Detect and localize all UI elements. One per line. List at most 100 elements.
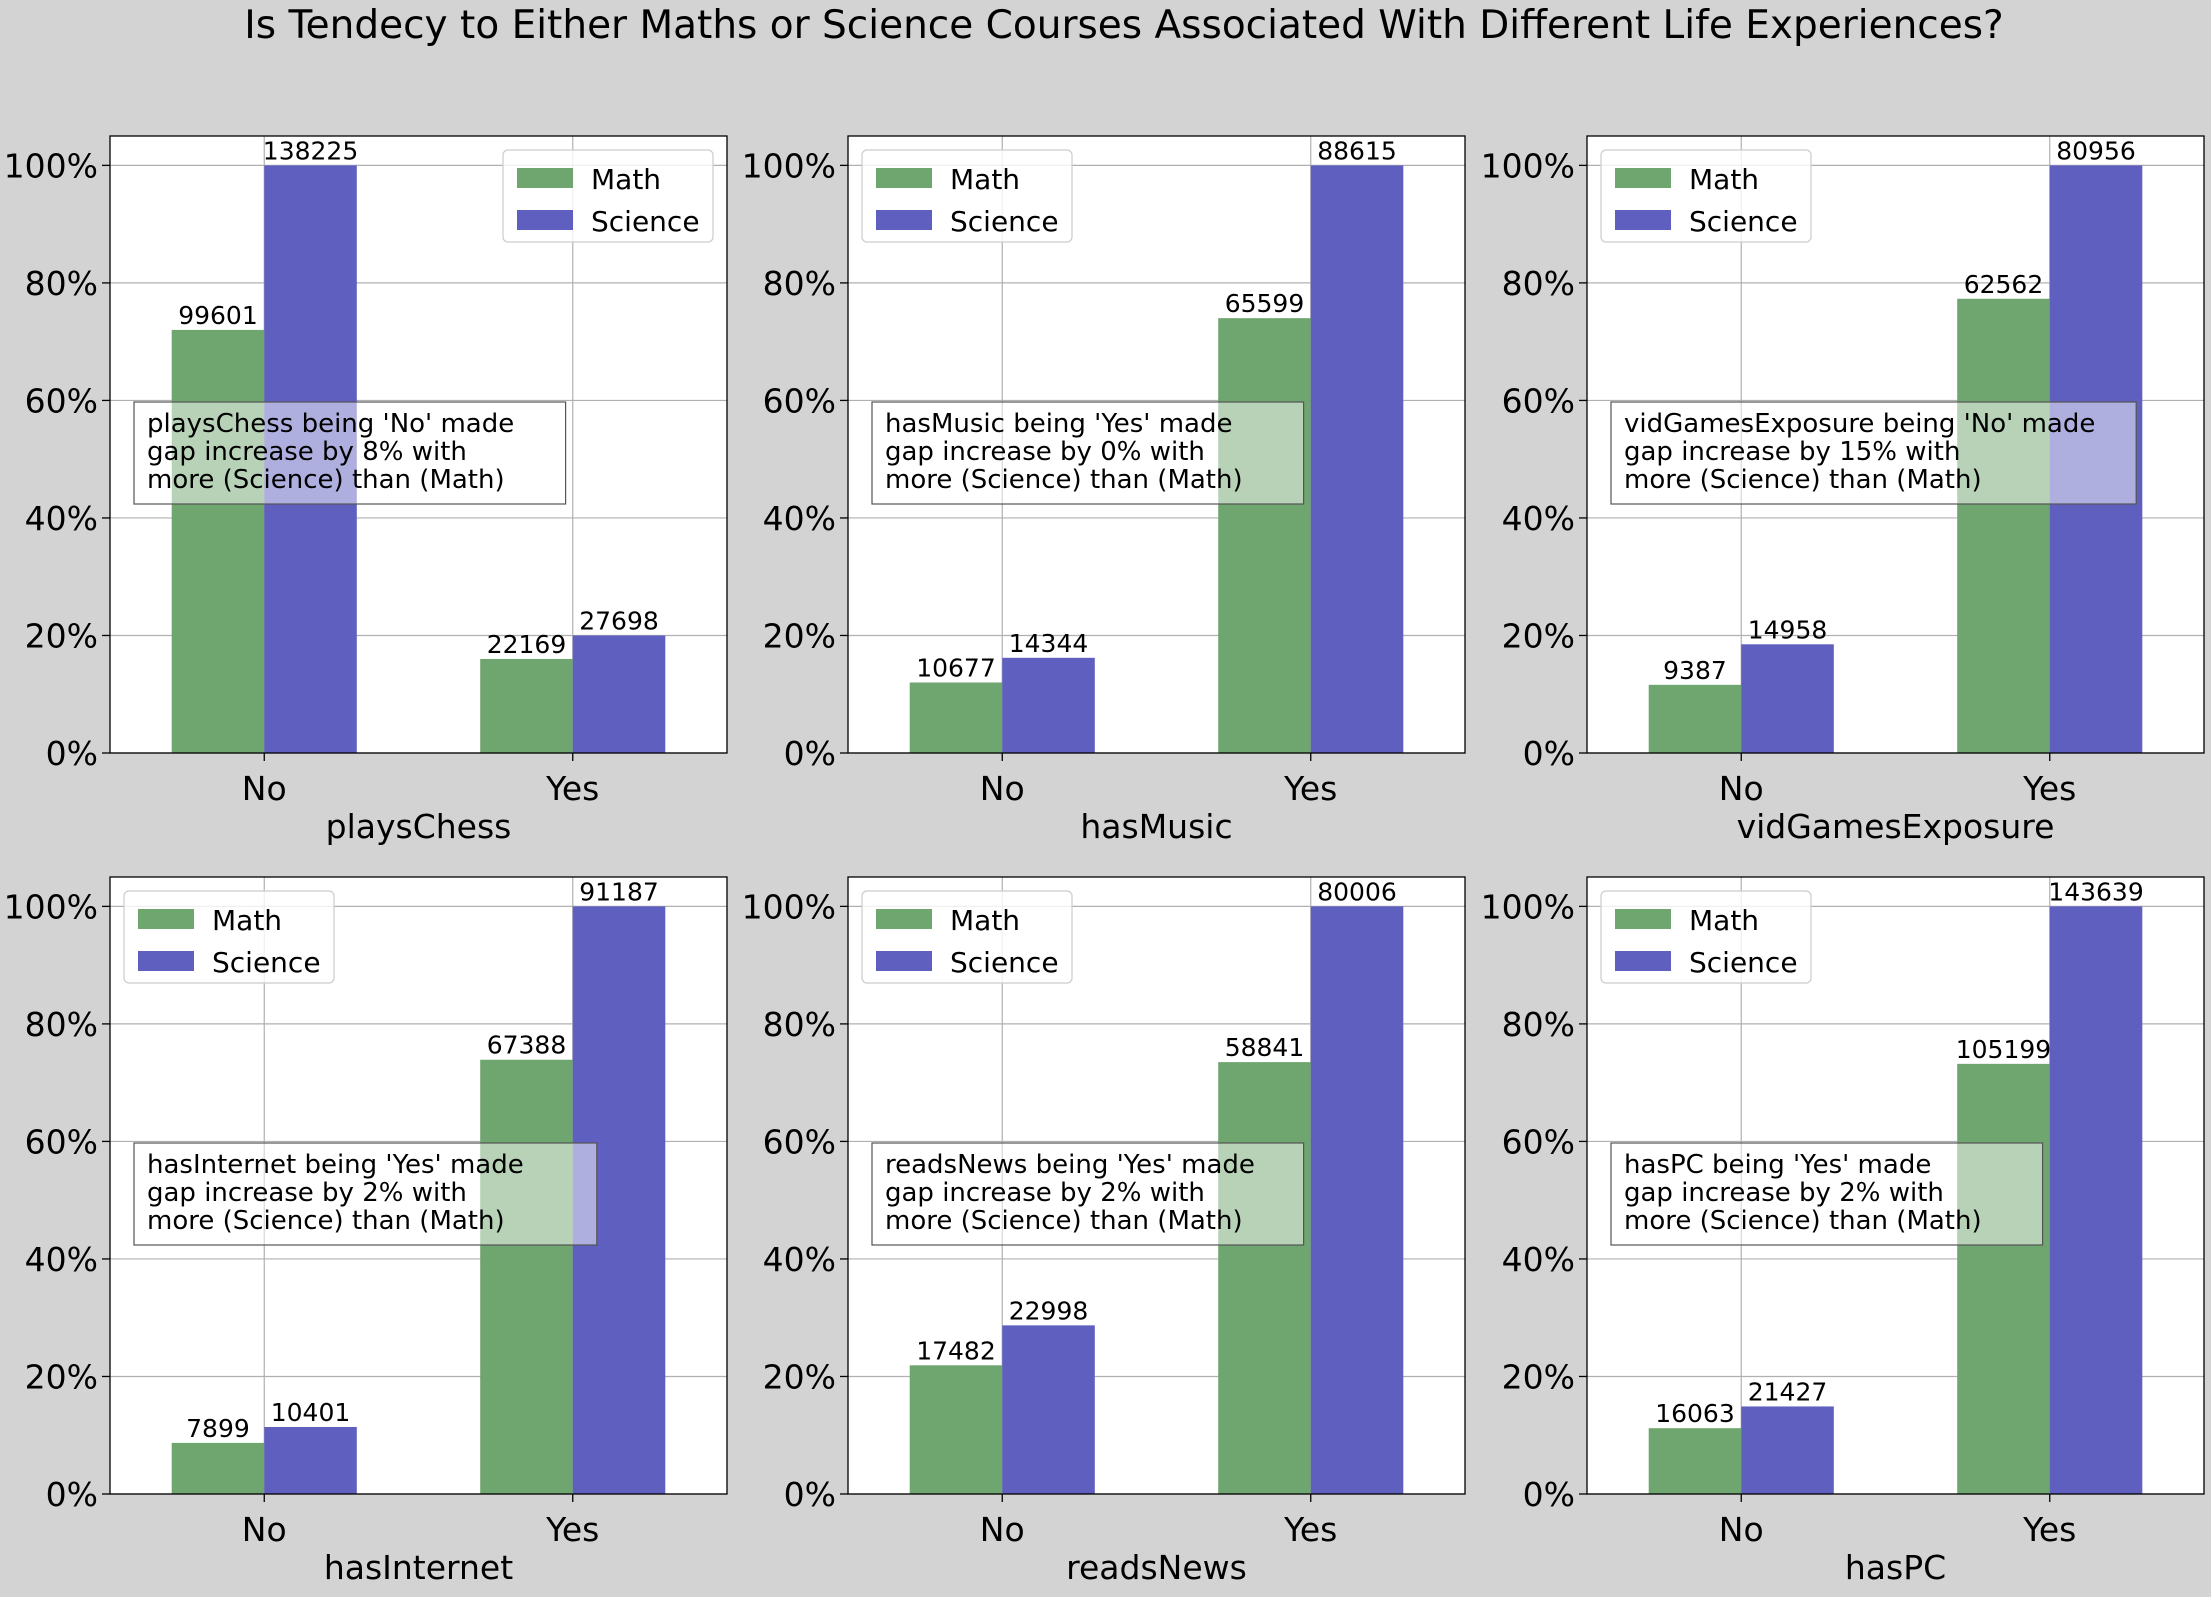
annotation-text: gap increase by 15% with — [1624, 437, 1960, 467]
data-label: 10401 — [271, 1398, 351, 1427]
x-tick-label: No — [980, 1510, 1025, 1549]
figure-title: Is Tendecy to Either Maths or Science Co… — [244, 3, 2004, 48]
axes-frame — [847, 135, 1466, 754]
y-tick-label: 100% — [742, 146, 836, 185]
bar-math-no — [1648, 1428, 1742, 1494]
legend-swatch-math — [1615, 909, 1671, 929]
legend-swatch-math — [138, 909, 194, 929]
legend-label: Math — [950, 163, 1020, 196]
x-axis-label: readsNews — [1066, 1548, 1247, 1587]
annotation-text: more (Science) than (Math) — [1624, 1206, 1982, 1236]
legend-label: Math — [212, 904, 282, 937]
bar-math-no — [909, 1365, 1003, 1494]
annotation-text: hasInternet being 'Yes' made — [147, 1150, 524, 1180]
bar-science-yes — [2049, 906, 2143, 1494]
legend-label: Science — [212, 946, 321, 979]
legend-swatch-math — [517, 168, 573, 188]
legend-swatch-science — [876, 951, 932, 971]
data-label: 65599 — [1225, 289, 1305, 318]
legend-label: Science — [950, 946, 1059, 979]
annotation-text: gap increase by 2% with — [147, 1178, 467, 1208]
bar-math-no — [1648, 684, 1742, 753]
bar-math-no — [171, 329, 265, 753]
y-tick-label: 100% — [4, 887, 98, 926]
data-label: 14344 — [1009, 629, 1089, 658]
y-tick-label: 80% — [1502, 264, 1575, 303]
y-tick-label: 100% — [742, 887, 836, 926]
data-label: 88615 — [1317, 136, 1397, 165]
axes-frame — [1586, 876, 2205, 1495]
x-tick-label: Yes — [545, 1510, 599, 1549]
y-tick-label: 0% — [784, 734, 836, 773]
y-tick-label: 0% — [1523, 1475, 1575, 1514]
x-axis-label: playsChess — [326, 807, 512, 846]
data-label: 105199 — [1956, 1035, 2051, 1064]
legend-label: Math — [1689, 904, 1759, 937]
data-label: 27698 — [579, 606, 659, 635]
y-tick-label: 60% — [25, 1122, 98, 1161]
y-tick-label: 40% — [763, 499, 836, 538]
legend-label: Science — [950, 205, 1059, 238]
axes-frame — [1586, 135, 2205, 754]
annotation-text: more (Science) than (Math) — [885, 465, 1243, 495]
data-label: 22169 — [487, 630, 567, 659]
axes-frame — [847, 876, 1466, 1495]
y-tick-label: 100% — [4, 146, 98, 185]
y-tick-label: 60% — [25, 381, 98, 420]
x-tick-label: No — [1719, 1510, 1764, 1549]
y-tick-label: 60% — [1502, 381, 1575, 420]
y-tick-label: 40% — [1502, 499, 1575, 538]
bar-math-yes — [480, 658, 573, 753]
subplot-grid: 0% 20% 40% 60% 80% 100% 99601 22169 138225 27698 N… — [4, 135, 2205, 1587]
annotation-text: playsChess being 'No' made — [147, 409, 514, 439]
y-tick-label: 80% — [25, 264, 98, 303]
annotation-box — [133, 1142, 598, 1246]
y-tick-label: 40% — [25, 1240, 98, 1279]
y-tick-label: 20% — [25, 616, 98, 655]
annotation-text: gap increase by 2% with — [885, 1178, 1205, 1208]
data-label: 58841 — [1225, 1033, 1305, 1062]
annotation-box — [133, 401, 567, 505]
legend-label: Science — [1689, 205, 1798, 238]
annotation-box — [1610, 401, 2137, 505]
legend-swatch-math — [1615, 168, 1671, 188]
annotation-text: more (Science) than (Math) — [147, 1206, 505, 1236]
bar-math-yes — [1957, 298, 2050, 753]
bar-math-no — [909, 682, 1003, 753]
subplot-hasPC: 0% 20% 40% 60% 80% 100% 16063 105199 21427 143639… — [1481, 876, 2205, 1587]
y-tick-label: 100% — [1481, 887, 1575, 926]
legend-swatch-science — [138, 951, 194, 971]
legend-label: Math — [1689, 163, 1759, 196]
data-label: 138225 — [263, 136, 358, 165]
annotation-text: hasMusic being 'Yes' made — [885, 409, 1232, 439]
data-label: 21427 — [1748, 1377, 1828, 1406]
bar-science-no — [264, 1427, 357, 1494]
data-label: 143639 — [2048, 877, 2143, 906]
x-axis-label: hasMusic — [1080, 807, 1232, 846]
legend: Math Science — [861, 149, 1073, 243]
data-label: 99601 — [178, 301, 258, 330]
legend-label: Math — [591, 163, 661, 196]
y-tick-label: 60% — [1502, 1122, 1575, 1161]
annotation-text: gap increase by 8% with — [147, 437, 467, 467]
legend-swatch-math — [876, 168, 932, 188]
y-tick-label: 60% — [763, 1122, 836, 1161]
y-tick-label: 20% — [1502, 616, 1575, 655]
x-axis-label: vidGamesExposure — [1737, 807, 2055, 846]
bar-science-yes — [1310, 165, 1404, 753]
y-tick-label: 20% — [763, 616, 836, 655]
legend-swatch-science — [876, 210, 932, 230]
annotation-text: more (Science) than (Math) — [1624, 465, 1982, 495]
legend-label: Science — [591, 205, 700, 238]
y-tick-label: 20% — [1502, 1357, 1575, 1396]
bar-math-yes — [1957, 1063, 2050, 1494]
annotation-text: more (Science) than (Math) — [885, 1206, 1243, 1236]
legend: Math Science — [861, 890, 1073, 984]
legend: Math Science — [123, 890, 335, 984]
annotation-text: gap increase by 2% with — [1624, 1178, 1944, 1208]
legend-label: Science — [1689, 946, 1798, 979]
x-tick-label: No — [1719, 769, 1764, 808]
y-tick-label: 40% — [1502, 1240, 1575, 1279]
bar-math-yes — [1218, 1062, 1311, 1494]
